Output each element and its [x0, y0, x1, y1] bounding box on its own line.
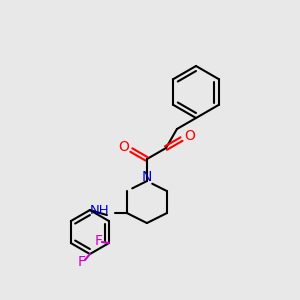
Text: F: F — [95, 234, 103, 248]
Text: F: F — [78, 255, 86, 269]
Text: NH: NH — [89, 204, 109, 217]
Text: N: N — [142, 170, 152, 184]
Text: O: O — [184, 129, 195, 143]
Text: O: O — [118, 140, 129, 154]
